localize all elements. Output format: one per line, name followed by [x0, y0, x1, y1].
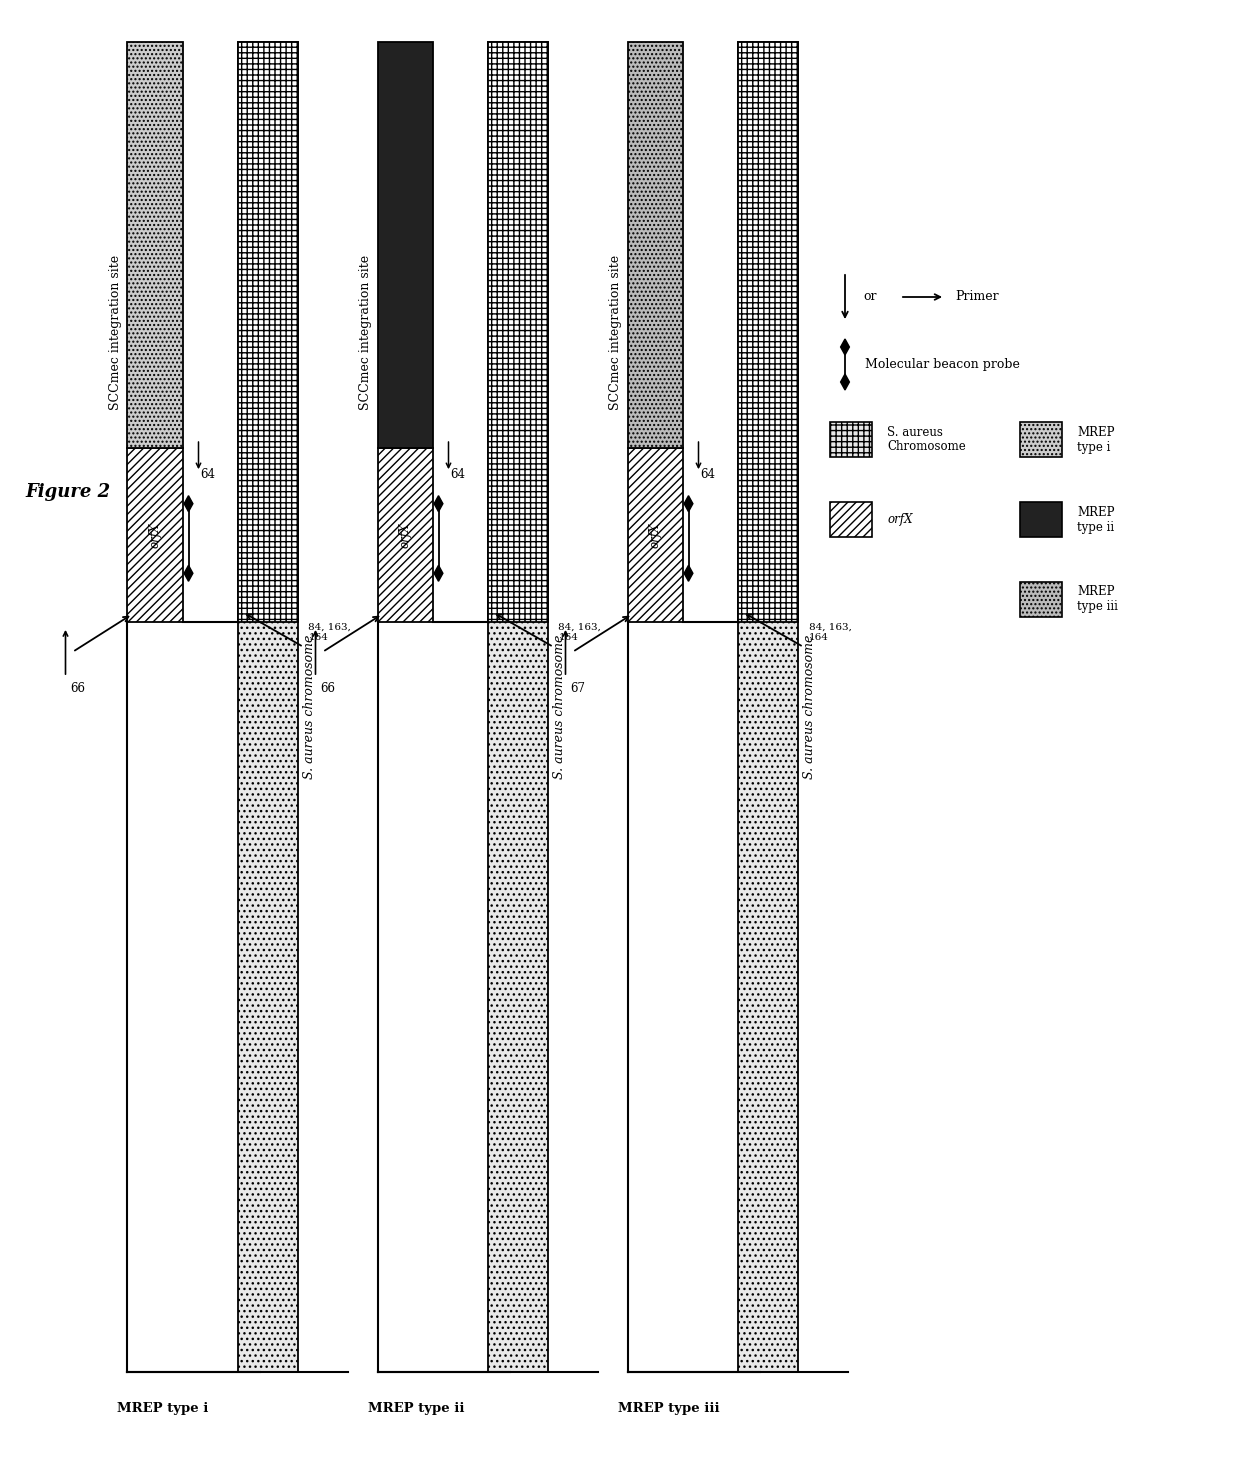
- Text: orfX: orfX: [649, 523, 661, 548]
- Text: S. aureus chromosome: S. aureus chromosome: [303, 634, 316, 779]
- Polygon shape: [184, 496, 193, 512]
- Text: orfX: orfX: [398, 523, 412, 548]
- Bar: [627, 447, 682, 623]
- Polygon shape: [434, 496, 443, 512]
- Polygon shape: [434, 565, 443, 581]
- Text: MREP type iii: MREP type iii: [618, 1401, 719, 1415]
- Bar: [238, 43, 298, 1372]
- Text: 64: 64: [701, 468, 715, 480]
- Text: Primer: Primer: [955, 290, 998, 303]
- Text: 84, 163,
164: 84, 163, 164: [808, 623, 852, 642]
- Bar: [830, 502, 872, 537]
- Text: 64: 64: [450, 468, 465, 480]
- Bar: [128, 447, 182, 623]
- Text: 64: 64: [201, 468, 216, 480]
- Text: SCCmec integration site: SCCmec integration site: [360, 255, 372, 409]
- Polygon shape: [684, 565, 693, 581]
- Text: 84, 163,
164: 84, 163, 164: [558, 623, 601, 642]
- Polygon shape: [184, 565, 193, 581]
- Bar: [487, 43, 548, 623]
- Bar: [1021, 502, 1061, 537]
- Bar: [238, 43, 298, 623]
- Text: 66: 66: [71, 682, 86, 695]
- Text: orfX: orfX: [887, 514, 913, 526]
- Bar: [1021, 422, 1061, 456]
- Text: MREP
type i: MREP type i: [1078, 425, 1115, 453]
- Text: S. aureus chromosome: S. aureus chromosome: [804, 634, 816, 779]
- Bar: [377, 43, 433, 447]
- Bar: [738, 43, 797, 623]
- Bar: [128, 43, 182, 447]
- Bar: [738, 43, 797, 1372]
- Text: S. aureus
Chromosome: S. aureus Chromosome: [887, 425, 966, 453]
- Polygon shape: [684, 496, 693, 512]
- Text: MREP type ii: MREP type ii: [367, 1401, 464, 1415]
- Text: MREP
type iii: MREP type iii: [1078, 586, 1118, 614]
- Bar: [1021, 581, 1061, 617]
- Bar: [487, 43, 548, 1372]
- Text: MREP type i: MREP type i: [118, 1401, 208, 1415]
- Text: 67: 67: [570, 682, 585, 695]
- Text: SCCmec integration site: SCCmec integration site: [609, 255, 622, 409]
- Text: 66: 66: [320, 682, 336, 695]
- Text: SCCmec integration site: SCCmec integration site: [109, 255, 122, 409]
- Text: orfX: orfX: [149, 523, 161, 548]
- Text: Molecular beacon probe: Molecular beacon probe: [866, 358, 1019, 371]
- Polygon shape: [841, 339, 849, 355]
- Text: Figure 2: Figure 2: [25, 483, 110, 500]
- Text: S. aureus chromosome: S. aureus chromosome: [553, 634, 565, 779]
- Bar: [627, 43, 682, 447]
- Text: MREP
type ii: MREP type ii: [1078, 505, 1115, 533]
- Text: or: or: [863, 290, 877, 303]
- Bar: [830, 422, 872, 456]
- Text: 84, 163,
164: 84, 163, 164: [309, 623, 351, 642]
- Bar: [377, 447, 433, 623]
- Polygon shape: [841, 374, 849, 390]
